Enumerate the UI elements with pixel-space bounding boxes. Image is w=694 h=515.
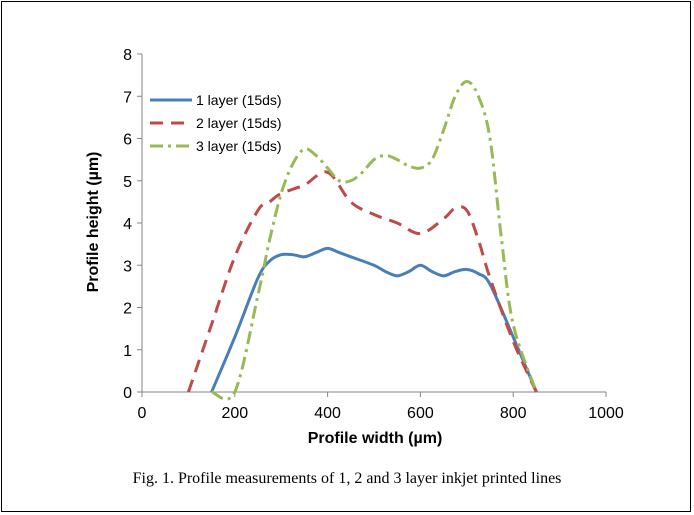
chart-series-layer bbox=[186, 79, 538, 401]
x-tick-label: 200 bbox=[221, 405, 248, 422]
chart-axes: 0 1 2 3 4 5 6 7 8 0 200 400 600 800 1000 bbox=[123, 47, 624, 422]
y-tick-label: 8 bbox=[123, 47, 132, 64]
series-line-3 bbox=[211, 79, 538, 401]
series-line-1 bbox=[210, 246, 538, 393]
legend-label-1: 1 layer (15ds) bbox=[196, 92, 282, 108]
x-tick-label: 800 bbox=[500, 405, 527, 422]
legend-label-3: 3 layer (15ds) bbox=[196, 138, 282, 154]
y-tick-label: 5 bbox=[123, 174, 132, 191]
y-tick-label: 2 bbox=[123, 301, 132, 318]
x-tick-label: 1000 bbox=[588, 405, 624, 422]
x-tick-label: 600 bbox=[407, 405, 434, 422]
y-axis-title: Profile height (µm) bbox=[85, 152, 102, 293]
y-tick-label: 1 bbox=[123, 343, 132, 360]
x-tick-label: 0 bbox=[138, 405, 147, 422]
y-tick-label: 7 bbox=[123, 89, 132, 106]
legend-label-2: 2 layer (15ds) bbox=[196, 115, 282, 131]
chart-legend: 1 layer (15ds) 2 layer (15ds) 3 layer (15d… bbox=[150, 92, 282, 154]
x-tick-label: 400 bbox=[314, 405, 341, 422]
x-axis-title: Profile width (µm) bbox=[308, 430, 443, 447]
figure-caption: Fig. 1. Profile measurements of 1, 2 and… bbox=[132, 470, 562, 487]
y-tick-label: 3 bbox=[123, 258, 132, 275]
y-tick-label: 4 bbox=[123, 216, 132, 233]
series-line-2 bbox=[186, 170, 538, 393]
y-tick-label: 0 bbox=[123, 385, 132, 402]
y-tick-label: 6 bbox=[123, 132, 132, 149]
